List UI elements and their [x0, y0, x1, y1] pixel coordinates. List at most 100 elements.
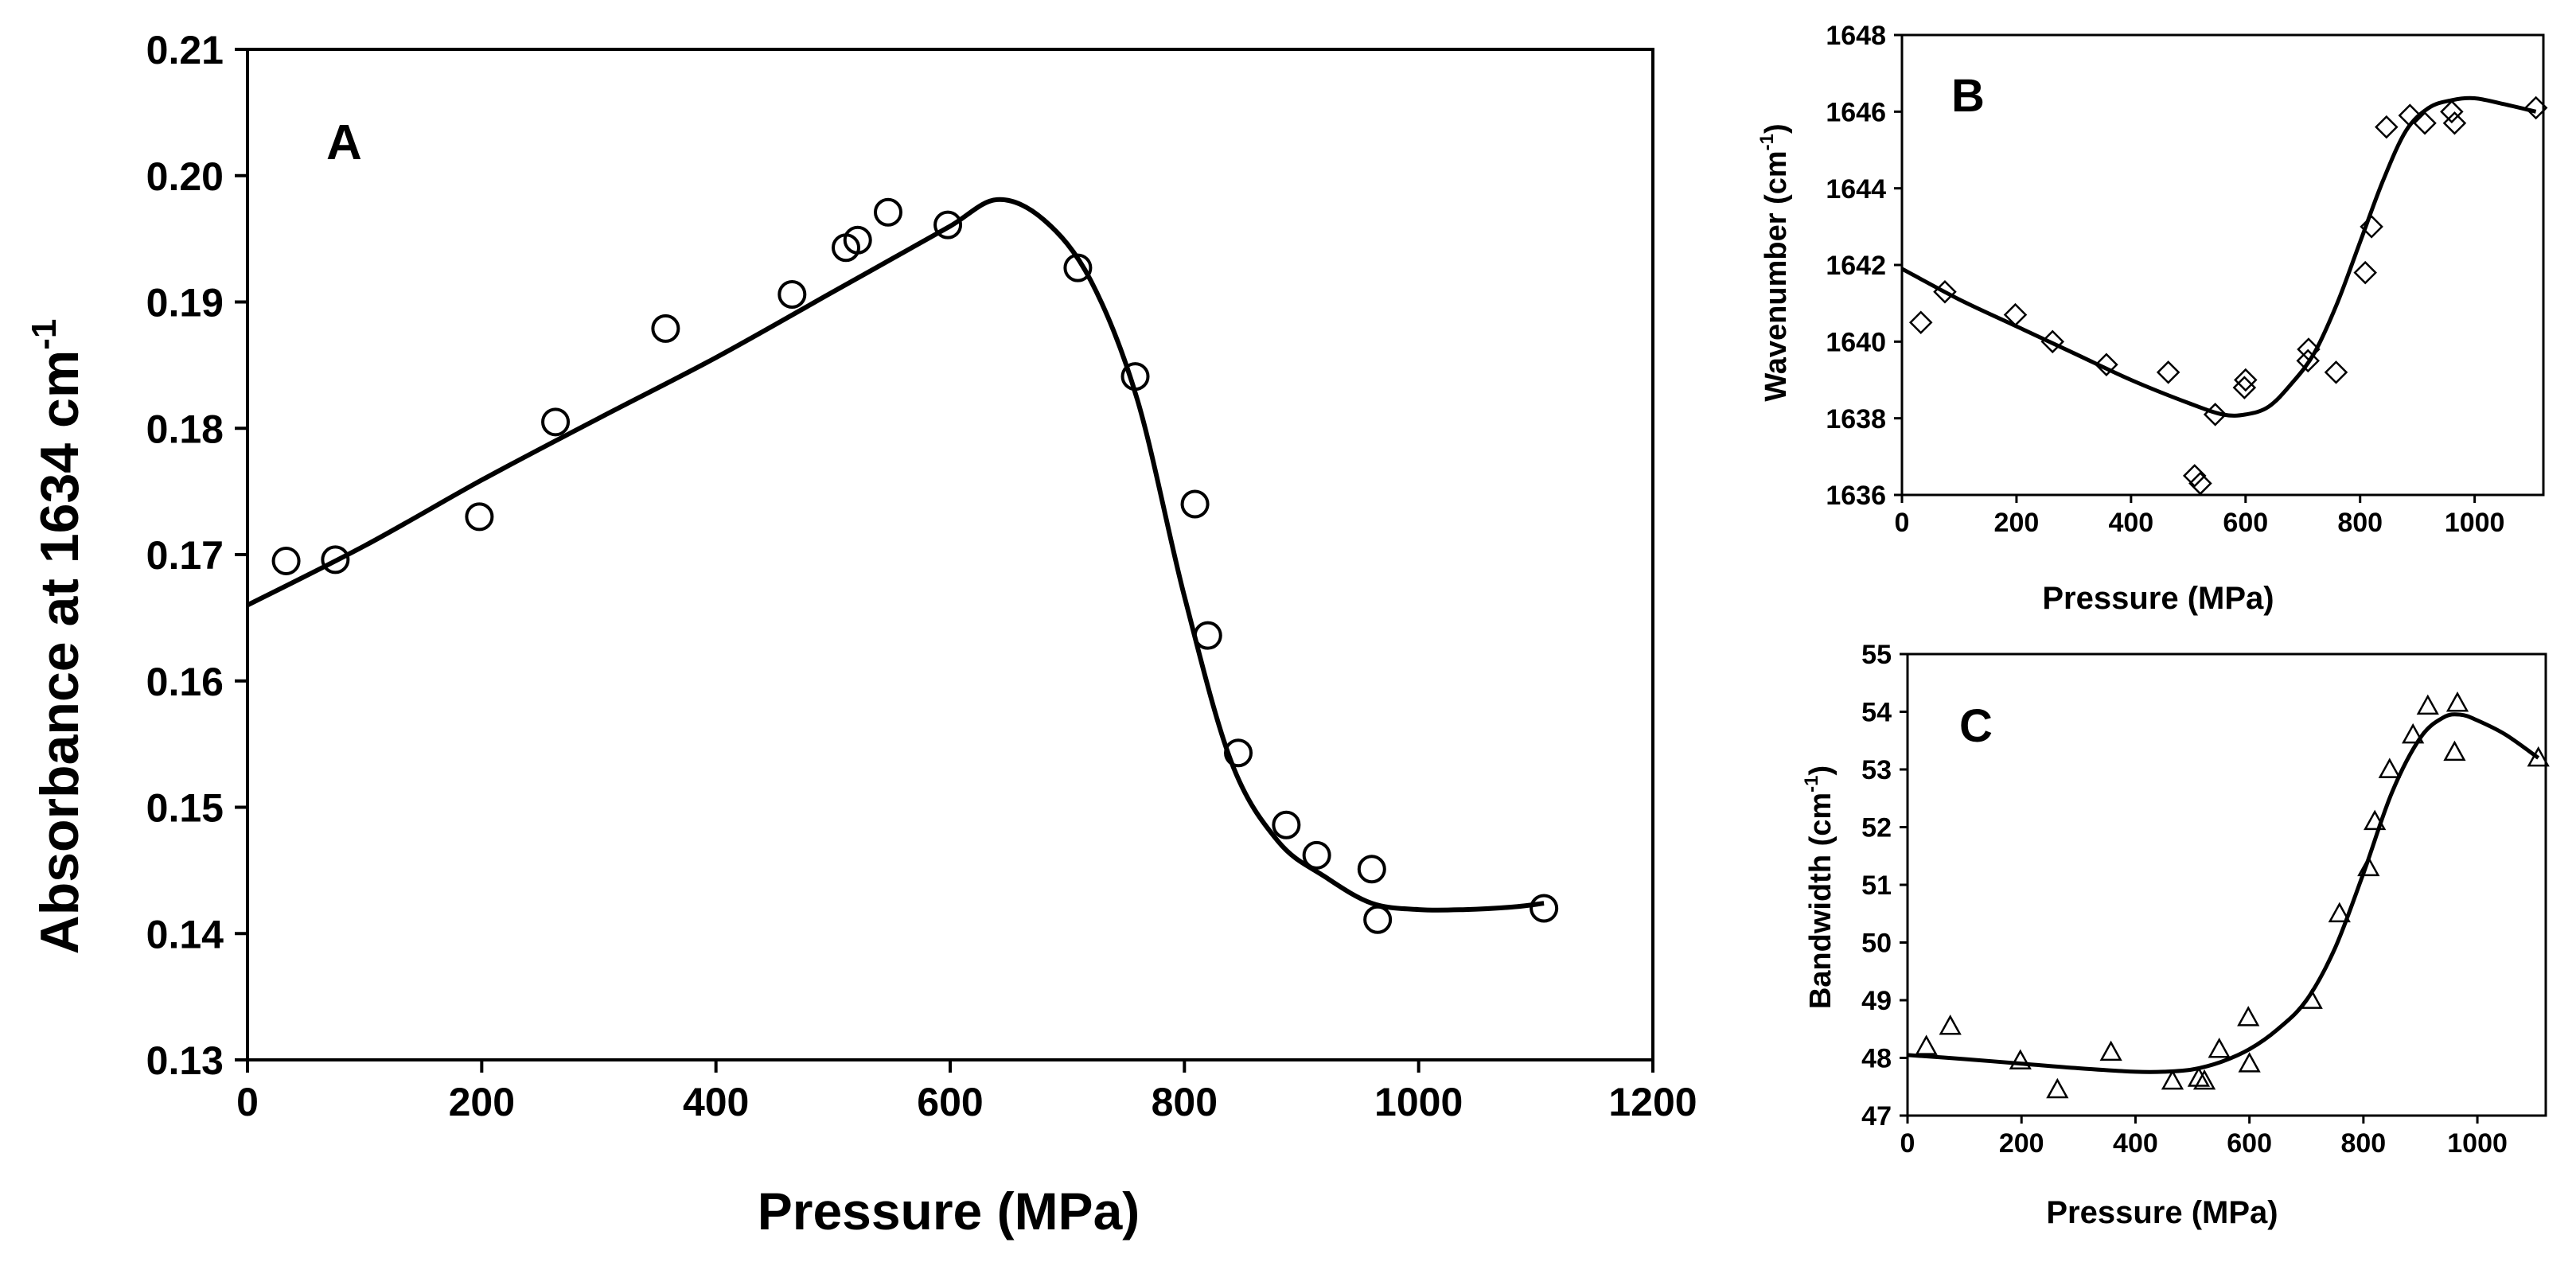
panel-b-data-point	[2398, 103, 2422, 127]
panel-b-y-axis-title-base: Wavenumber (cm	[1760, 150, 1793, 401]
panel-b-y-axis-title-close: )	[1760, 123, 1793, 134]
panel-c-y-tick-label: 50	[1861, 929, 1892, 959]
panel-b-data-point	[2188, 471, 2212, 496]
panel-c-y-tick-label: 48	[1861, 1044, 1892, 1074]
panel-c-data-point	[2300, 988, 2323, 1009]
panel-a-y-tick-label: 0.13	[146, 1038, 224, 1083]
panel-a-y-axis-title-base: Absorbance at 1634 cm	[29, 350, 90, 955]
panel-c-y-axis-title-superscript: -1	[1801, 775, 1822, 792]
panel-b-label: B	[1951, 70, 1985, 122]
panel-a-x-axis-title: Pressure (MPa)	[758, 1182, 1140, 1241]
panel-b-data-point	[2095, 353, 2118, 377]
panel-a-y-tick-label: 0.18	[146, 407, 224, 451]
panel-c-x-tick-label: 800	[2340, 1128, 2386, 1159]
panel-b-data-point	[2360, 215, 2383, 239]
panel-a-x-tick-label: 800	[1152, 1080, 1218, 1124]
panel-b-fit-curve	[1900, 95, 2537, 418]
panel-a-y-tick-label: 0.19	[146, 281, 224, 325]
panel-c-x-tick-label: 1000	[2447, 1128, 2508, 1159]
panel-b-data-point	[2442, 111, 2467, 135]
panel-a-y-tick-label: 0.17	[146, 533, 224, 578]
panel-c-y-tick-label: 54	[1861, 698, 1892, 728]
panel-a-data-point	[777, 279, 807, 309]
panel-b-y-tick-label: 1646	[1826, 98, 1886, 128]
panel-b-y-tick-label: 1636	[1826, 481, 1886, 511]
panel-a-y-axis-title: Absorbance at 1634 cm-1	[25, 319, 90, 955]
panel-b-data-point	[2375, 115, 2399, 139]
panel-b: B Pressure (MPa) Wavenumber (cm-1) 0 200 4…	[1756, 21, 2548, 616]
panel-c-data-point	[1915, 1034, 1938, 1055]
panel-b-data-point	[2324, 360, 2348, 384]
panel-a: A Pressure (MPa) Absorbance at 1634 cm-1…	[25, 28, 1697, 1241]
panel-c-data-point	[2527, 746, 2550, 767]
panel-a-label: A	[326, 115, 362, 170]
panel-b-data-point	[2523, 95, 2548, 120]
panel-c-data-point	[2208, 1038, 2231, 1058]
panel-b-y-tick-label: 1644	[1826, 174, 1886, 204]
panel-c-data-point	[2416, 694, 2439, 715]
panel-c-fit-curve	[1907, 712, 2540, 1074]
panel-b-data-point	[1908, 310, 1933, 335]
panel-a-data-point	[874, 197, 903, 227]
panel-b-x-tick-label: 800	[2337, 508, 2383, 538]
panel-c-data-point	[2328, 902, 2351, 923]
panel-a-y-axis-title-superscript: -1	[25, 319, 64, 350]
panel-c-x-tick-label: 600	[2227, 1128, 2272, 1159]
panel-c-y-tick-label: 47	[1861, 1101, 1892, 1132]
panel-c-data-point	[2192, 1069, 2216, 1090]
panel-b-data-point	[2003, 302, 2028, 327]
panel-b-data-point	[2297, 337, 2321, 361]
panel-a-x-tick-label: 400	[683, 1080, 749, 1124]
panel-c-y-axis-title: Bandwidth (cm-1)	[1801, 765, 1837, 1009]
panel-c-y-tick-label: 51	[1861, 871, 1892, 901]
panel-c-data-point	[2009, 1049, 2032, 1069]
panel-a-data-point	[843, 225, 872, 255]
panel-c-data-point	[2237, 1006, 2260, 1026]
panel-b-x-axis-title: Pressure (MPa)	[2042, 581, 2274, 616]
panel-b-x-tick-label: 200	[1994, 508, 2040, 538]
panel-c-data-point	[2364, 809, 2387, 831]
panel-a-data-point	[933, 210, 963, 240]
panel-c-y-axis-title-base: Bandwidth (cm	[1804, 793, 1837, 1009]
panel-a-x-tick-label: 200	[449, 1080, 515, 1124]
panel-c-data-point	[2238, 1052, 2261, 1073]
panel-a-data-point	[1063, 253, 1093, 282]
panel-a-data-point	[1302, 840, 1331, 870]
panel-a-data-point	[1530, 894, 1559, 923]
panel-b-y-tick-label: 1648	[1826, 21, 1886, 51]
panel-a-data-point	[1272, 810, 1301, 839]
panel-c-y-axis-title-close: )	[1804, 765, 1837, 776]
panel-a-data-point	[651, 314, 680, 343]
panel-b-data-point	[2353, 260, 2377, 285]
panel-c-data-point	[2357, 855, 2380, 877]
panel-b-data-point	[2413, 111, 2437, 135]
panel-a-y-tick-label: 0.16	[146, 660, 224, 704]
panel-a-y-tick-label: 0.14	[146, 912, 224, 956]
panel-c-x-tick-label: 400	[2113, 1128, 2158, 1159]
panel-a-data-point	[1193, 621, 1222, 650]
panel-b-data-point	[2203, 403, 2227, 427]
panel-b-data-point	[2234, 368, 2258, 392]
panel-c-data-point	[2161, 1069, 2184, 1090]
panel-c-data-point	[2443, 740, 2466, 761]
panel-b-data-point	[2182, 464, 2207, 488]
panel-a-x-tick-label: 1200	[1608, 1080, 1697, 1124]
panel-a-data-point	[465, 502, 494, 532]
panel-b-data-point	[2156, 360, 2180, 384]
panel-c-x-tick-label: 0	[1900, 1128, 1915, 1159]
panel-a-data-point	[1224, 738, 1253, 768]
panel-c-data-point	[2046, 1077, 2069, 1099]
panel-a-data-point	[541, 407, 571, 437]
panel-b-x-tick-label: 600	[2223, 508, 2268, 538]
panel-a-data-point	[321, 545, 350, 575]
panel-b-y-axis-title: Wavenumber (cm-1)	[1756, 123, 1793, 401]
panel-c-y-tick-label: 53	[1861, 755, 1892, 785]
panel-a-data-point	[1363, 905, 1393, 934]
panel-b-y-axis-title-superscript: -1	[1756, 134, 1778, 150]
panel-a-y-tick-label: 0.15	[146, 786, 224, 831]
panel-c-data-point	[2378, 758, 2401, 778]
panel-a-x-tick-label: 0	[236, 1080, 259, 1124]
panel-c-y-tick-label: 52	[1861, 813, 1892, 843]
